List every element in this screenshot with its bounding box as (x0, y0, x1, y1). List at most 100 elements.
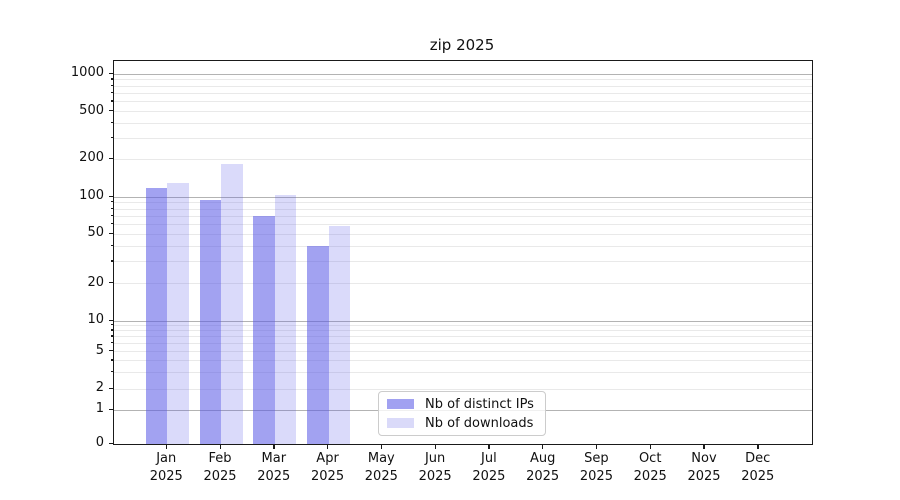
y-minor-tick-mark (110, 121, 113, 124)
y-tick-mark (108, 72, 113, 75)
minor-gridline (114, 360, 812, 362)
x-tick-mark (649, 444, 651, 449)
x-tick-label: May 2025 (364, 451, 398, 484)
plot-area (113, 60, 813, 445)
bar-distinct-ips (199, 200, 221, 445)
x-tick-label: Mar 2025 (257, 451, 291, 484)
x-tick-label: Feb 2025 (203, 451, 237, 484)
legend-item-downloads: Nb of downloads (387, 416, 545, 431)
y-tick-label: 500 (79, 102, 104, 118)
bar-downloads (328, 226, 351, 445)
minor-gridline (114, 85, 812, 87)
minor-gridline (114, 79, 812, 81)
x-tick-label: Oct 2025 (633, 451, 667, 484)
x-tick-mark (542, 444, 544, 449)
y-tick-label: 1000 (70, 65, 104, 81)
x-tick-label: Aug 2025 (526, 451, 560, 484)
major-gridline (114, 320, 812, 322)
bar-distinct-ips (307, 246, 329, 445)
x-tick-label: Jun 2025 (418, 451, 452, 484)
y-minor-tick-mark (110, 222, 113, 225)
y-tick-mark (108, 319, 113, 321)
bar-downloads (274, 195, 297, 445)
legend-swatch-downloads-icon (387, 418, 414, 428)
minor-gridline (114, 208, 812, 210)
minor-gridline (114, 137, 812, 139)
chart-title: zip 2025 (429, 36, 495, 54)
minor-gridline (114, 283, 812, 285)
y-tick-mark (108, 408, 113, 411)
y-minor-tick-mark (110, 207, 113, 209)
y-minor-tick-mark (110, 78, 113, 80)
bar-downloads (221, 163, 243, 445)
y-minor-tick-mark (110, 359, 113, 361)
major-gridline (114, 73, 812, 75)
x-tick-mark (488, 444, 490, 449)
minor-gridline (114, 351, 812, 353)
x-tick-label: Jan 2025 (149, 451, 183, 484)
x-tick-label: Dec 2025 (741, 451, 775, 484)
y-minor-tick-mark (110, 100, 113, 102)
minor-gridline (114, 101, 812, 103)
minor-gridline (114, 330, 812, 332)
y-minor-tick-mark (110, 214, 113, 216)
x-tick-mark (273, 444, 275, 449)
y-minor-tick-mark (110, 371, 113, 373)
y-tick-mark (108, 157, 113, 160)
y-minor-tick-mark (110, 136, 113, 139)
legend-item-distinct-ips: Nb of distinct IPs (387, 397, 545, 412)
y-tick-mark (108, 232, 113, 235)
y-minor-tick-mark (110, 244, 113, 247)
y-tick-label: 5 (95, 342, 104, 358)
y-minor-tick-mark (110, 329, 113, 331)
minor-gridline (114, 215, 812, 217)
x-tick-mark (595, 444, 598, 449)
minor-gridline (114, 111, 812, 113)
minor-gridline (114, 122, 812, 124)
y-minor-tick-mark (110, 335, 113, 337)
y-tick-mark (108, 110, 113, 112)
minor-gridline (114, 388, 812, 390)
minor-gridline (114, 202, 812, 204)
y-tick-label: 100 (79, 188, 104, 203)
bar-distinct-ips (253, 216, 275, 445)
y-minor-tick-mark (110, 84, 113, 87)
y-minor-tick-mark (110, 260, 113, 262)
y-tick-mark (108, 282, 113, 284)
y-minor-tick-mark (110, 324, 113, 326)
y-minor-tick-mark (110, 201, 113, 203)
x-tick-mark (757, 444, 759, 449)
x-tick-label: Sep 2025 (579, 451, 613, 484)
major-gridline (114, 196, 812, 198)
y-tick-mark (108, 442, 113, 445)
y-tick-label: 1 (95, 401, 104, 417)
y-tick-label: 2 (95, 380, 104, 396)
minor-gridline (114, 245, 812, 247)
x-tick-mark (703, 444, 705, 449)
y-tick-label: 0 (95, 435, 104, 451)
x-tick-label: Jul 2025 (472, 451, 506, 484)
minor-gridline (114, 93, 812, 95)
y-tick-label: 200 (79, 150, 104, 166)
x-tick-label: Nov 2025 (687, 451, 721, 484)
minor-gridline (114, 158, 812, 160)
legend-swatch-distinct-ips-icon (387, 399, 414, 409)
minor-gridline (114, 343, 812, 345)
legend-label-downloads: Nb of downloads (425, 415, 534, 431)
y-tick-mark (108, 387, 113, 390)
minor-gridline (114, 233, 812, 235)
legend-label-distinct-ips: Nb of distinct IPs (425, 396, 534, 412)
y-tick-label: 10 (87, 312, 104, 327)
x-tick-mark (165, 444, 168, 449)
minor-gridline (114, 336, 812, 338)
x-tick-label: Apr 2025 (311, 451, 345, 484)
y-tick-label: 20 (87, 274, 104, 290)
y-minor-tick-mark (110, 92, 113, 94)
x-tick-mark (219, 444, 221, 449)
minor-gridline (114, 372, 812, 374)
y-minor-tick-mark (110, 342, 113, 344)
minor-gridline (114, 325, 812, 327)
legend: Nb of distinct IPs Nb of downloads (378, 391, 546, 436)
x-tick-mark (380, 444, 383, 449)
